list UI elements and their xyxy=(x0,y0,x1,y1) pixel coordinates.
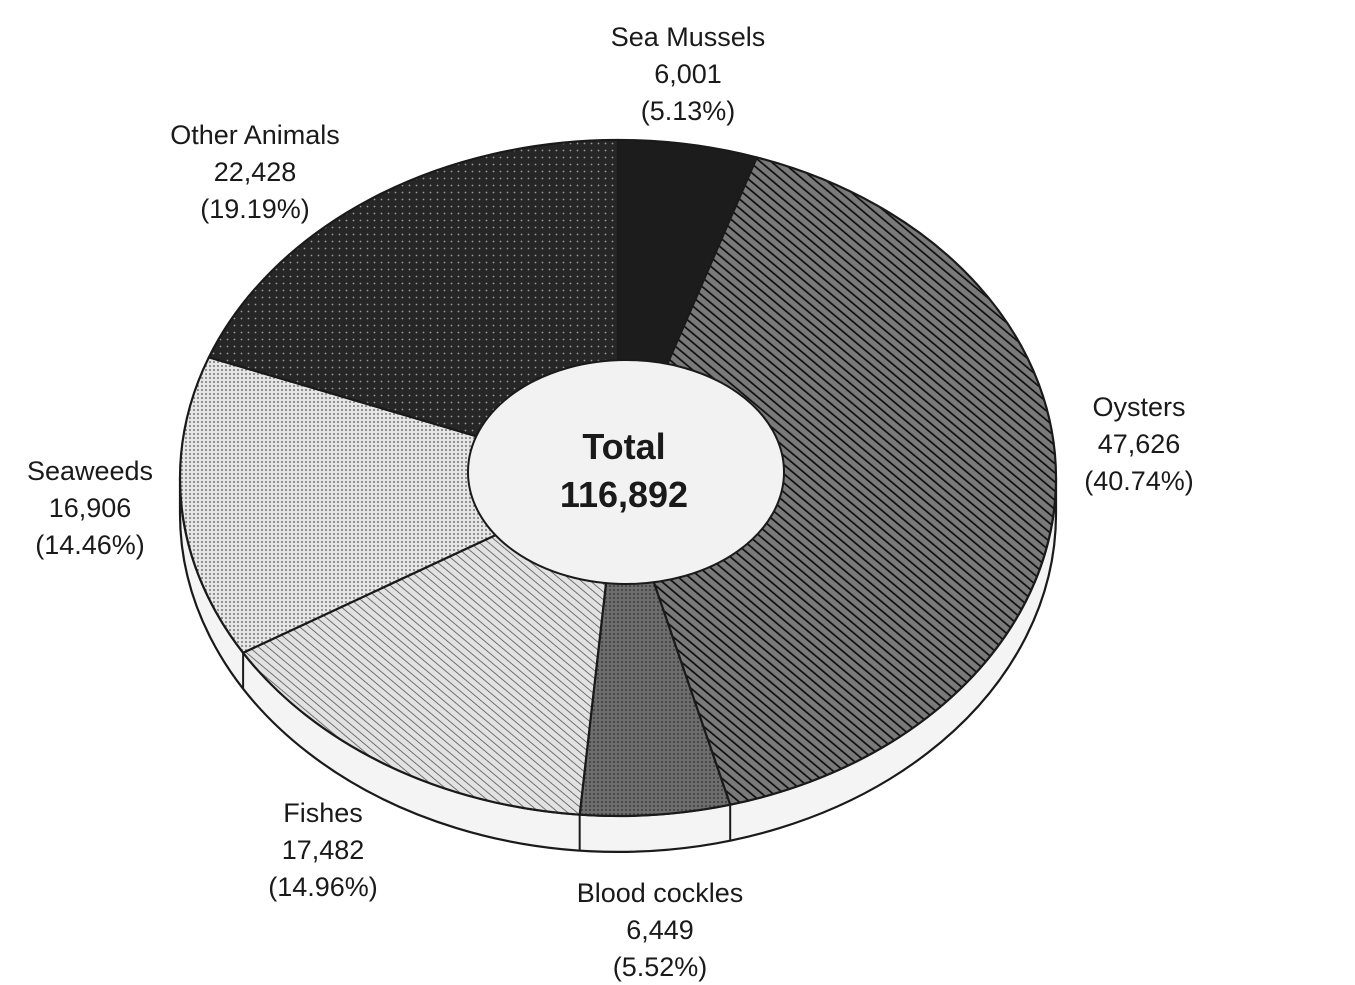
label-sea-mussels-name: Sea Mussels xyxy=(611,22,766,52)
label-sea-mussels: Sea Mussels 6,001 (5.13%) xyxy=(611,22,766,126)
label-sea-mussels-value: 6,001 xyxy=(654,59,722,89)
label-oysters-name: Oysters xyxy=(1092,392,1185,422)
label-oysters-value: 47,626 xyxy=(1098,429,1181,459)
label-fishes-name: Fishes xyxy=(283,798,363,828)
label-fishes: Fishes 17,482 (14.96%) xyxy=(268,798,378,902)
label-seaweeds-name: Seaweeds xyxy=(27,456,153,486)
slice-oysters xyxy=(616,156,1058,806)
label-seaweeds-percent: (14.46%) xyxy=(35,530,145,560)
label-other-animals-percent: (19.19%) xyxy=(200,194,310,224)
label-blood-cockles-value: 6,449 xyxy=(626,915,694,945)
label-other-animals-value: 22,428 xyxy=(214,157,297,187)
label-fishes-value: 17,482 xyxy=(282,835,365,865)
label-seaweeds: Seaweeds 16,906 (14.46%) xyxy=(27,456,153,560)
label-oysters-percent: (40.74%) xyxy=(1084,466,1194,496)
center-total: 116,892 xyxy=(560,474,688,515)
label-oysters: Oysters 47,626 (40.74%) xyxy=(1084,392,1194,496)
slice-fishes xyxy=(242,476,620,816)
label-blood-cockles: Blood cockles 6,449 (5.52%) xyxy=(577,878,744,982)
label-blood-cockles-name: Blood cockles xyxy=(577,878,744,908)
label-seaweeds-value: 16,906 xyxy=(49,493,132,523)
slice-labels: Sea Mussels 6,001 (5.13%) Oysters 47,626 (40.… xyxy=(27,22,1194,982)
label-sea-mussels-percent: (5.13%) xyxy=(641,96,736,126)
slice-seaweeds xyxy=(178,356,620,654)
label-other-animals: Other Animals 22,428 (19.19%) xyxy=(170,120,340,224)
label-fishes-percent: (14.96%) xyxy=(268,872,378,902)
label-blood-cockles-percent: (5.52%) xyxy=(613,952,708,982)
donut-hole xyxy=(467,359,785,585)
center-title: Total xyxy=(582,426,665,467)
label-other-animals-name: Other Animals xyxy=(170,120,340,150)
